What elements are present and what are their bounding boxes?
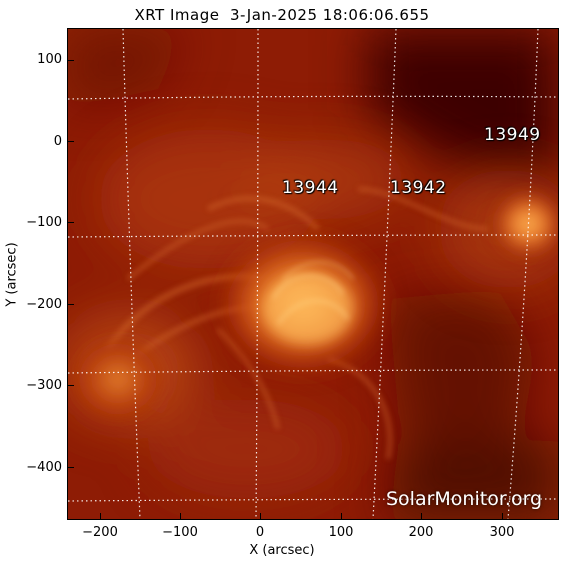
active-region-core — [218, 234, 388, 374]
y-tick-label: −200 — [26, 297, 62, 312]
solar-image-svg — [68, 29, 558, 519]
y-tick-label: −300 — [26, 378, 62, 393]
active-region-right — [488, 186, 558, 262]
active-region-label: 13944 — [282, 178, 339, 198]
heliographic-grid — [68, 29, 558, 519]
x-tick-label: 200 — [408, 525, 434, 540]
x-tick-label: 100 — [328, 525, 354, 540]
y-tick-label: −100 — [26, 215, 62, 230]
y-tick-label: 0 — [53, 134, 62, 149]
x-tick-label: 0 — [255, 525, 265, 540]
x-axis-label: X (arcsec) — [249, 543, 315, 558]
dark-region — [68, 29, 558, 519]
x-tick-label: −200 — [82, 525, 118, 540]
xrt-solar-image: 13944 13942 13949 — [68, 29, 558, 519]
active-region-label: 13949 — [484, 125, 541, 145]
watermark: SolarMonitor.org — [386, 488, 543, 510]
y-axis-label: Y (arcsec) — [4, 242, 20, 307]
bright-patch-left — [68, 334, 168, 424]
active-region-label: 13942 — [390, 178, 447, 198]
y-tick-label: −400 — [26, 460, 62, 475]
y-tick-label: 100 — [37, 52, 62, 67]
x-tick-label: −100 — [162, 525, 198, 540]
image-title: XRT Image 3-Jan-2025 18:06:06.655 — [134, 6, 430, 24]
x-tick-label: 300 — [489, 525, 515, 540]
